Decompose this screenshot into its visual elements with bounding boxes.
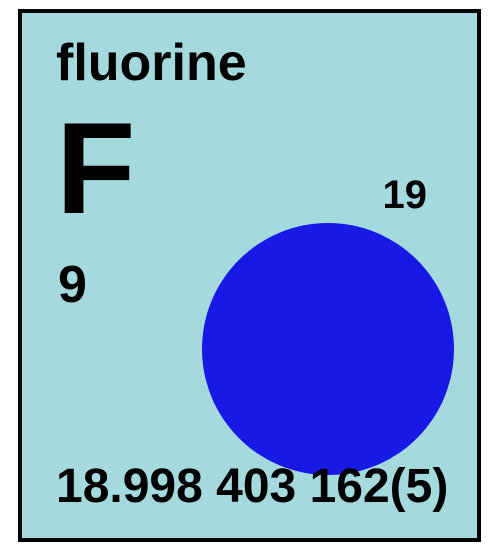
- atomic-number: 9: [58, 255, 87, 315]
- element-symbol: F: [56, 103, 135, 233]
- atomic-mass: 18.998 403 162(5): [56, 459, 448, 514]
- atom-circle-icon: [202, 223, 454, 475]
- mass-number: 19: [383, 173, 428, 218]
- element-name: fluorine: [56, 33, 247, 93]
- element-tile: fluorine F 9 19 18.998 403 162(5): [18, 9, 481, 542]
